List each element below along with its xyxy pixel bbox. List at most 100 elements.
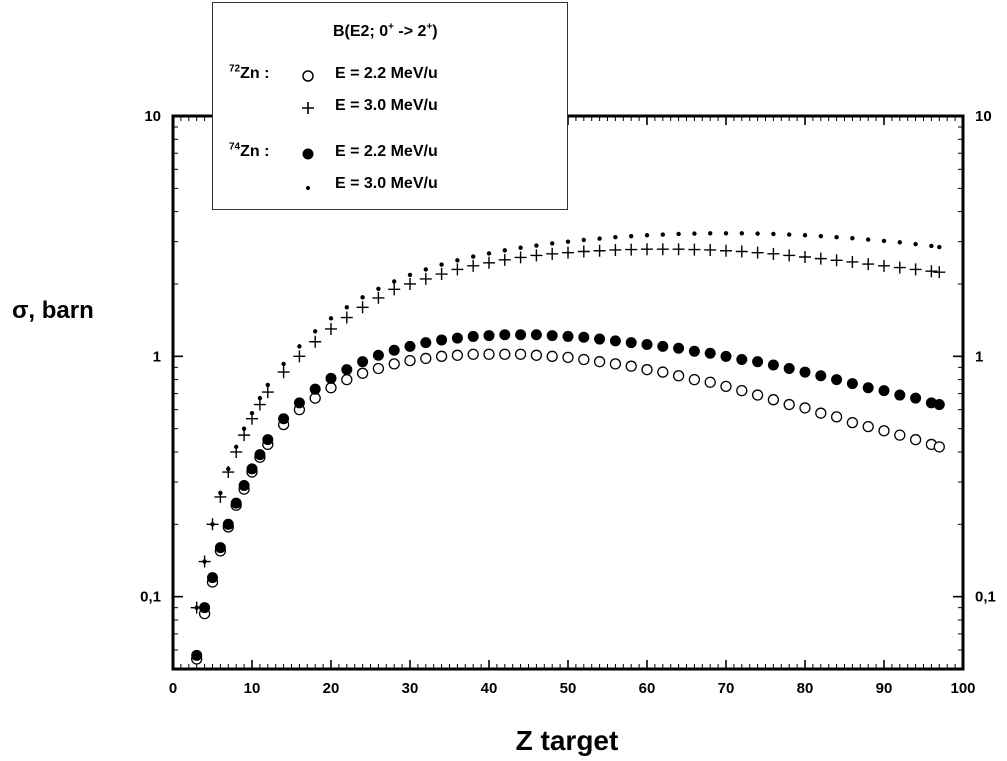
dot-point — [360, 295, 365, 300]
x-tick-label: 60 — [639, 680, 656, 697]
filled-circle-point — [910, 392, 922, 404]
plus-point — [609, 243, 622, 256]
filled-circle-point — [515, 329, 527, 341]
series-open-circle — [191, 348, 945, 665]
x-tick-label: 50 — [560, 680, 577, 697]
plus-point — [656, 243, 669, 256]
open-circle-point — [688, 373, 701, 386]
plus-point — [356, 301, 369, 314]
plus-point — [253, 398, 266, 411]
dot-point — [344, 305, 349, 310]
y-tick-label-right: 0,1 — [975, 589, 996, 606]
filled-circle-point — [309, 383, 321, 395]
filled-circle-point — [846, 378, 858, 390]
plus-point — [419, 272, 432, 285]
legend-isotope-74zn: 74Zn : — [229, 141, 270, 161]
open-circle-point — [799, 402, 811, 414]
legend-title-mid: -> 2 — [393, 23, 427, 40]
plus-point — [893, 261, 906, 274]
plus-point — [593, 244, 606, 257]
open-circle-point — [933, 441, 945, 453]
filled-circle-point — [451, 332, 463, 344]
x-tick-label: 20 — [323, 680, 340, 697]
plus-point — [293, 350, 306, 363]
dot-point — [534, 243, 539, 248]
legend-isotope-72zn: 72Zn : — [229, 64, 270, 83]
open-circle-point — [404, 354, 416, 367]
x-tick-label: 10 — [244, 680, 261, 697]
y-tick-label-left: 0,1 — [140, 589, 161, 606]
open-circle-point — [751, 389, 764, 401]
filled-circle-point — [436, 334, 448, 346]
isotope-mass-74: 74 — [229, 141, 241, 153]
filled-circle-point — [262, 434, 274, 446]
dot-point — [257, 395, 263, 401]
legend-title-sup1: + — [388, 21, 394, 33]
dot-point — [210, 522, 215, 527]
filled-circle-point — [467, 330, 479, 342]
dot-point — [455, 258, 460, 263]
legend-label-74zn-2p2: E = 2.2 MeV/u — [335, 143, 438, 160]
dot-point — [818, 234, 823, 239]
open-circle-point — [514, 348, 527, 360]
x-tick-label: 0 — [169, 680, 177, 697]
isotope-symbol-72: Zn : — [240, 65, 270, 82]
filled-circle-point — [404, 340, 416, 352]
y-tick-label-left: 1 — [153, 348, 161, 365]
dot-point — [581, 237, 586, 243]
dot-point — [929, 243, 934, 249]
open-circle-point — [736, 384, 748, 397]
open-circle-point — [767, 394, 780, 406]
dot-point — [486, 251, 492, 256]
plus-point — [340, 311, 353, 324]
dot-point — [834, 235, 839, 240]
plus-point — [325, 322, 337, 335]
plus-point — [783, 249, 796, 262]
plus-point — [688, 243, 701, 256]
filled-circle-point — [293, 397, 305, 409]
filled-circle-point — [214, 542, 226, 554]
open-circle-point — [878, 425, 890, 437]
open-circle-point — [530, 349, 543, 361]
filled-circle-point — [420, 337, 432, 349]
filled-circle-point — [388, 344, 400, 356]
filled-circle-point — [641, 338, 653, 350]
plus-point — [799, 251, 811, 263]
x-tick-label: 40 — [481, 680, 498, 697]
filled-circle-point — [752, 356, 764, 368]
open-circle-point — [846, 416, 859, 429]
plus-point — [498, 253, 511, 266]
filled-circle-point — [594, 333, 606, 345]
filled-circle-point — [325, 372, 337, 384]
filled-circle-point — [657, 340, 669, 352]
series-dot — [194, 231, 942, 610]
dot-point — [676, 231, 681, 237]
open-circle-point — [815, 407, 827, 419]
open-circle-point — [894, 429, 906, 441]
plus-point — [372, 291, 385, 304]
filled-circle-point — [278, 413, 290, 425]
plus-point — [751, 246, 764, 259]
filled-circle-point — [530, 329, 542, 341]
isotope-symbol-74: Zn : — [240, 143, 270, 160]
plus-point — [261, 386, 274, 399]
filled-circle-point — [341, 364, 353, 376]
plus-point — [909, 263, 922, 276]
filled-circle-point — [673, 342, 685, 354]
open-circle-point — [909, 434, 922, 446]
legend-dot-icon — [306, 186, 310, 190]
plus-point — [735, 245, 748, 258]
filled-circle-point — [578, 331, 590, 343]
plus-point — [933, 266, 946, 279]
plus-point — [704, 243, 717, 256]
open-circle-point — [578, 353, 590, 366]
filled-circle-point — [720, 350, 732, 362]
dot-point — [565, 239, 571, 244]
dot-point — [471, 254, 476, 259]
series-plus — [190, 243, 946, 614]
plus-point — [878, 259, 890, 272]
x-tick-label: 90 — [876, 680, 893, 697]
filled-circle-point — [372, 349, 384, 361]
legend-label-72zn-2p2: E = 2.2 MeV/u — [335, 65, 438, 82]
